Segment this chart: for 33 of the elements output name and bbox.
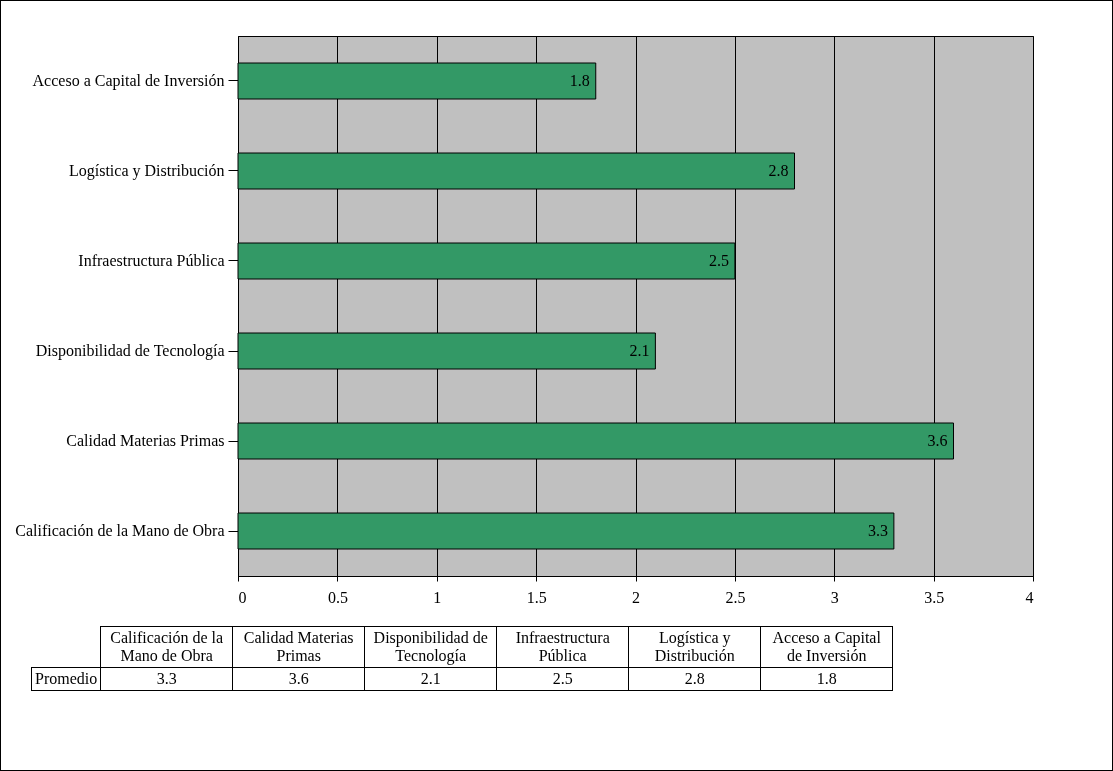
data-label: 2.5 xyxy=(708,252,729,269)
data-label: 1.8 xyxy=(569,72,590,89)
data-label: 3.6 xyxy=(232,667,365,691)
x-tick-label: 1.5 xyxy=(526,588,547,606)
data-label: 2.1 xyxy=(629,342,650,359)
data-label: 2.8 xyxy=(768,162,789,179)
data-label: 2.8 xyxy=(628,667,761,691)
y-tick-label: Acceso a Capital de Inversión xyxy=(32,72,225,90)
y-tick-label: Disponibilidad de Tecnología xyxy=(35,342,225,360)
category-label: Acceso a Capital de Inversión xyxy=(760,626,893,668)
y-tick-label: Infraestructura Pública xyxy=(78,252,225,269)
x-tick-label: 2.5 xyxy=(725,588,746,606)
x-tick-label: 0 xyxy=(238,588,247,606)
y-tick-label: Calificación de la Mano de Obra xyxy=(15,522,225,539)
x-tick-label: 4 xyxy=(1025,588,1034,606)
text: Promedio xyxy=(31,667,101,691)
x-tick-label: 3 xyxy=(830,588,839,606)
x-tick-label: 1 xyxy=(433,588,442,606)
x-tick-label: 0.5 xyxy=(327,588,348,606)
x-tick-label: 3.5 xyxy=(924,588,945,606)
category-label: Disponibilidad de Tecnología xyxy=(364,626,497,668)
category-label: Infraestructura Pública xyxy=(496,626,629,668)
data-label: 2.5 xyxy=(496,667,629,691)
category-label: Calidad Materias Primas xyxy=(232,626,365,668)
y-tick-label: Logística y Distribución xyxy=(68,162,225,180)
data-label: 3.6 xyxy=(927,432,948,449)
data-label: 2.1 xyxy=(364,667,497,691)
data-label: 1.8 xyxy=(760,667,893,691)
data-label: 3.3 xyxy=(100,667,233,691)
category-label: Logística y Distribución xyxy=(628,626,761,668)
y-tick-label: Calidad Materias Primas xyxy=(66,432,225,449)
x-tick-label: 2 xyxy=(632,588,640,606)
data-label: 3.3 xyxy=(867,522,888,539)
